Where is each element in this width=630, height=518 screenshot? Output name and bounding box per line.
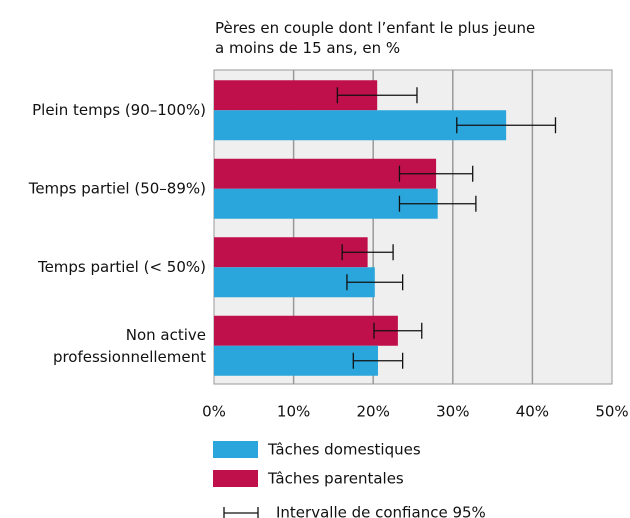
chart-title: Pères en couple dont l’enfant le plus je… bbox=[215, 19, 535, 57]
legend-label: Intervalle de confiance 95% bbox=[276, 504, 486, 518]
error-bar bbox=[346, 274, 404, 291]
legend-label: Tâches parentales bbox=[267, 470, 404, 488]
legend-swatch bbox=[213, 470, 258, 487]
error-bar bbox=[456, 117, 557, 134]
bar bbox=[214, 315, 398, 346]
legend-swatch bbox=[213, 441, 258, 458]
error-bar bbox=[398, 195, 477, 212]
x-tick-label: 0% bbox=[202, 403, 226, 421]
error-bar bbox=[352, 352, 404, 369]
error-bar bbox=[398, 165, 474, 182]
x-tick-label: 50% bbox=[595, 403, 628, 421]
error-bar bbox=[373, 322, 423, 339]
x-tick-label: 40% bbox=[516, 403, 549, 421]
x-tick-label: 20% bbox=[357, 403, 390, 421]
legend-label: Tâches domestiques bbox=[267, 441, 421, 459]
y-tick-label: Temps partiel (< 50%) bbox=[37, 258, 206, 276]
x-tick-label: 30% bbox=[436, 403, 469, 421]
y-tick-label: Plein temps (90–100%) bbox=[32, 101, 206, 119]
error-bar bbox=[336, 87, 418, 104]
x-tick-label: 10% bbox=[277, 403, 310, 421]
y-tick-label: Non active professionnellement bbox=[53, 325, 206, 365]
error-bar bbox=[341, 244, 394, 261]
y-tick-label: Temps partiel (50–89%) bbox=[28, 179, 206, 197]
bar bbox=[214, 345, 378, 376]
